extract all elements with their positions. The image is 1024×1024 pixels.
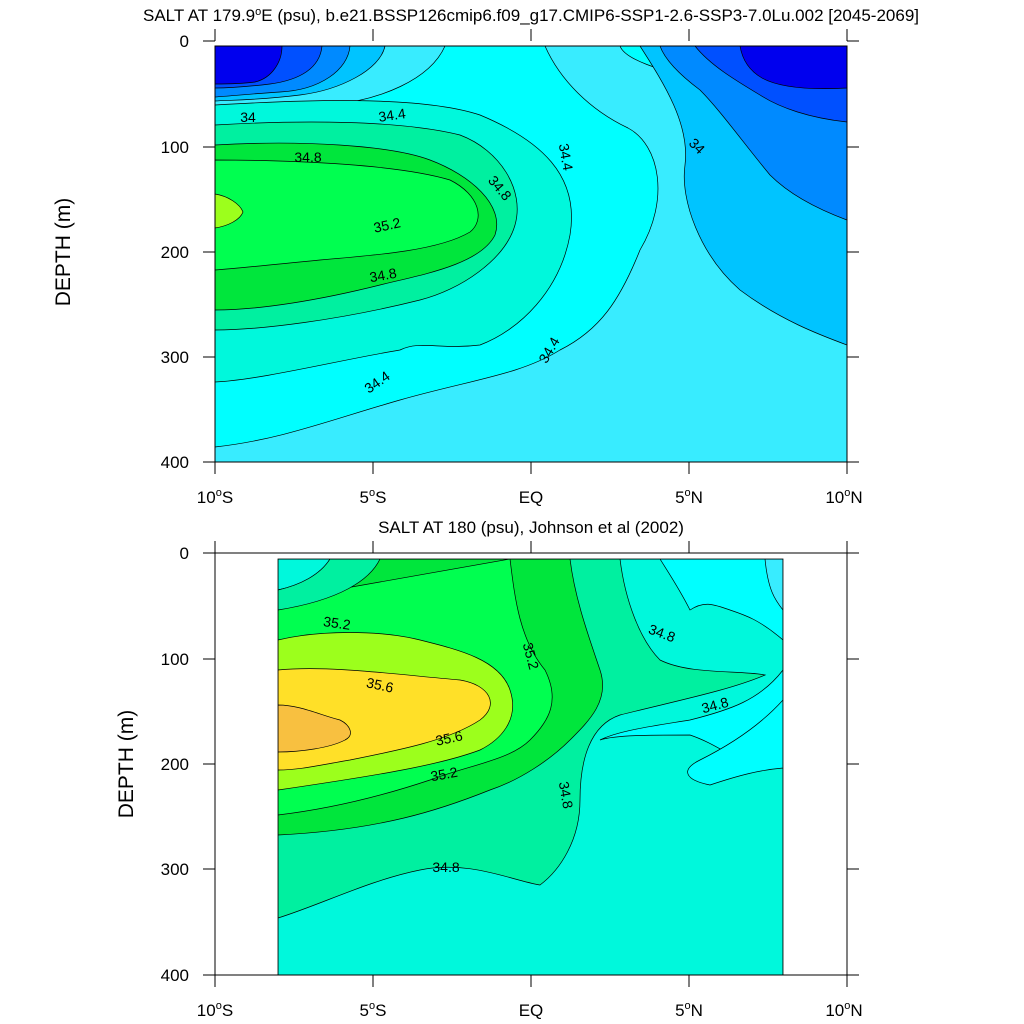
x-tick-label: 5oS [360, 487, 387, 507]
y-tick-label: 200 [161, 755, 189, 774]
contour-label: 34.8 [556, 780, 577, 810]
fill-band [215, 46, 283, 85]
y-tick-label: 200 [161, 243, 189, 262]
panel-1-ticks [203, 29, 859, 474]
fill-band [215, 193, 244, 229]
x-tick-label: 5oS [360, 1000, 387, 1020]
y-tick-label: 0 [180, 544, 189, 563]
x-tick-label: 10oN [825, 487, 862, 507]
panel-1-title: SALT AT 179.9oE (psu), b.e21.BSSP126cmip… [143, 6, 919, 25]
panel-2-contour-fill [278, 559, 783, 975]
panel-2-title: SALT AT 180 (psu), Johnson et al (2002) [378, 518, 684, 537]
contour-label: 34.4 [377, 105, 406, 125]
y-tick-label: 400 [161, 453, 189, 472]
panel-1: SALT AT 179.9oE (psu), b.e21.BSSP126cmip… [52, 6, 919, 507]
x-tick-label: 10oS [197, 1000, 233, 1020]
contour-label: 35.6 [365, 674, 395, 695]
fill-band [687, 699, 783, 786]
contour-label: 34.8 [368, 265, 398, 286]
panel-2-ticks [203, 541, 859, 987]
contour-label: 34 [240, 109, 256, 125]
fill-band [278, 559, 381, 611]
x-tick-label: EQ [519, 1001, 544, 1020]
fill-band [764, 559, 783, 611]
contour-label: 35.2 [520, 641, 543, 672]
fill-band [278, 704, 351, 753]
x-tick-label: EQ [519, 488, 544, 507]
y-tick-label: 100 [161, 138, 189, 157]
contour-label: 34.8 [294, 149, 321, 165]
panel-1-y-axis-label: DEPTH (m) [52, 198, 75, 307]
panel-2-x-tick-labels: 10oS 5oS EQ 5oN 10oN [197, 1000, 863, 1020]
contour-label: 35.2 [372, 214, 402, 235]
contour-label: 34.8 [432, 859, 459, 875]
panel-2: SALT AT 180 (psu), Johnson et al (2002) … [115, 518, 863, 1020]
panel-2-y-axis-label: DEPTH (m) [115, 710, 138, 819]
panel-1-x-tick-labels: 10oS 5oS EQ 5oN 10oN [197, 487, 863, 507]
fill-band [739, 46, 847, 90]
x-tick-label: 5oN [675, 1000, 703, 1020]
y-tick-label: 0 [180, 32, 189, 51]
y-tick-label: 400 [161, 966, 189, 985]
y-tick-label: 100 [161, 650, 189, 669]
fill-band [659, 559, 783, 641]
contour-label: 34.4 [556, 142, 577, 172]
panel-1-contour-fill [215, 46, 847, 462]
x-tick-label: 10oS [197, 487, 233, 507]
y-tick-label: 300 [161, 348, 189, 367]
contour-label: 34.8 [700, 694, 731, 717]
y-tick-label: 300 [161, 860, 189, 879]
panel-2-y-tick-labels: 0 100 200 300 400 [161, 544, 189, 985]
x-tick-label: 10oN [825, 1000, 862, 1020]
contour-label: 35.2 [429, 764, 459, 785]
panel-1-y-tick-labels: 0 100 200 300 400 [161, 32, 189, 472]
fill-band [215, 159, 479, 271]
x-tick-label: 5oN [675, 487, 703, 507]
contour-label: 35.2 [322, 613, 351, 633]
contour-label: 35.6 [434, 727, 464, 748]
